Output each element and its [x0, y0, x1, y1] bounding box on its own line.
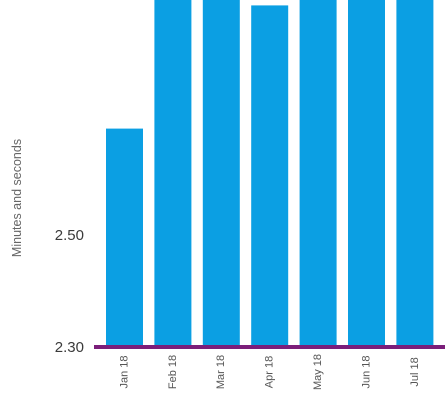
y-axis-title: Minutes and seconds: [10, 139, 24, 257]
x-category-label: Feb 18: [167, 355, 179, 389]
x-category-label: Apr 18: [264, 356, 276, 388]
x-category-label: Jun 18: [360, 355, 372, 388]
bar: [348, 0, 385, 348]
bar: [202, 0, 240, 347]
x-category-label: Mar 18: [215, 355, 227, 389]
y-tick-label: 2.50: [55, 227, 84, 244]
y-axis-title-group: Minutes and seconds: [10, 139, 24, 257]
x-category-label: Jan 18: [118, 355, 130, 388]
bar: [106, 128, 143, 347]
category-labels: Jan 18 Feb 18 Mar 18 Apr 18 May 18 Jun 18 Jul …: [118, 354, 420, 390]
y-tick-labels: 2.302.503.103.30: [55, 227, 84, 356]
bar: [299, 0, 337, 347]
bar: [251, 5, 289, 348]
bar: [154, 0, 192, 347]
x-category-label: May 18: [312, 354, 324, 390]
y-tick-label: 2.30: [55, 339, 84, 356]
x-category-label: Jul 18: [409, 357, 421, 386]
bars: [106, 0, 434, 348]
bar: [396, 0, 434, 347]
